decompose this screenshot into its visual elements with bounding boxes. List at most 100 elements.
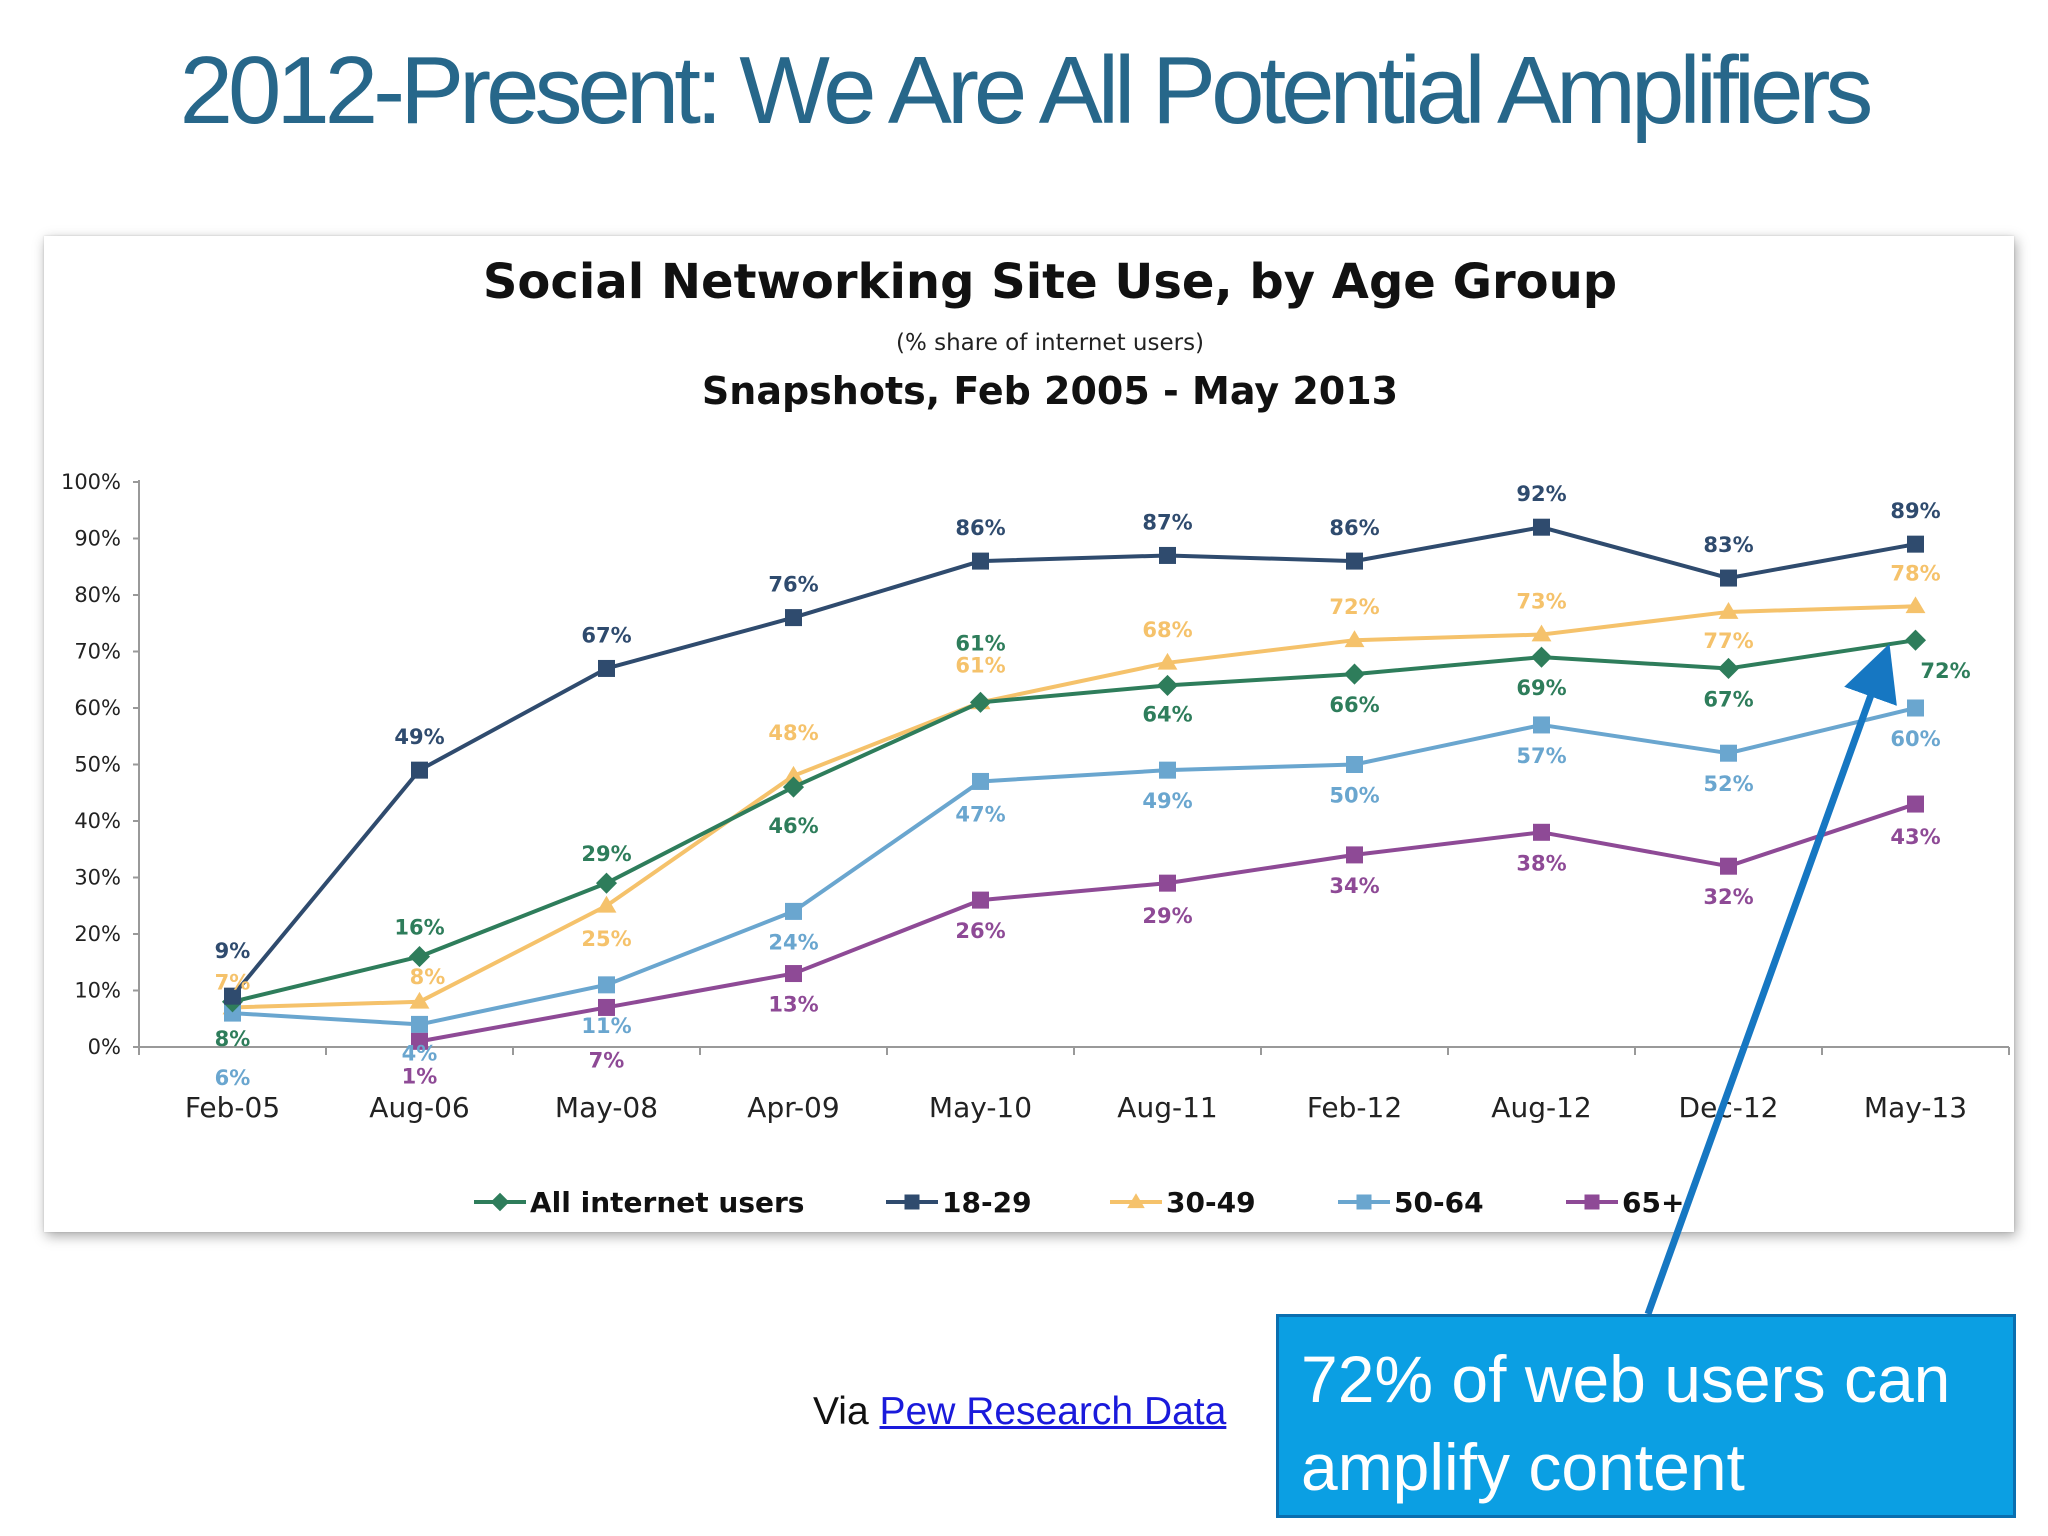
data-label: 57%	[1516, 744, 1566, 768]
data-label: 78%	[1890, 561, 1940, 585]
data-point	[1159, 761, 1176, 779]
data-point	[1720, 744, 1737, 762]
data-label: 67%	[581, 623, 631, 647]
data-point	[1346, 756, 1363, 773]
data-label: 8%	[215, 1027, 251, 1051]
y-tick-label: 70%	[74, 640, 121, 664]
data-label: 1%	[402, 1064, 438, 1088]
series-30-49	[222, 596, 1926, 1015]
x-tick-label: Dec-12	[1679, 1091, 1779, 1124]
data-label: 32%	[1703, 885, 1753, 909]
series-all-internet-users	[221, 629, 1927, 1013]
data-label: 49%	[1142, 789, 1192, 813]
series-18-29	[224, 518, 1924, 1005]
legend-label: 65+	[1622, 1186, 1684, 1219]
data-label: 24%	[768, 930, 818, 954]
data-label: 60%	[1890, 727, 1940, 751]
data-label: 89%	[1890, 499, 1940, 523]
y-tick-label: 50%	[74, 753, 121, 777]
data-label: 7%	[589, 1048, 625, 1072]
legend: All internet users 18-29 30-49 50-64 65+	[474, 1186, 1684, 1219]
series-line	[232, 706, 1916, 1027]
data-label: 48%	[768, 721, 818, 745]
data-point	[411, 761, 428, 779]
series-50-64	[224, 699, 1924, 1033]
x-tick-label: May-08	[555, 1091, 658, 1124]
data-point	[1720, 569, 1737, 587]
data-point	[783, 765, 804, 783]
data-point	[1533, 518, 1550, 536]
data-point	[1905, 596, 1926, 614]
data-labels: 8% 16% 29% 46% 61% 64% 66% 69% 67% 72% 9% 49% 67% 76%…	[215, 482, 1971, 1090]
data-label: 29%	[581, 842, 631, 866]
series-line	[232, 604, 1916, 1010]
data-point	[1344, 630, 1365, 648]
source-link[interactable]: Pew Research Data	[879, 1390, 1227, 1433]
data-point	[785, 965, 802, 983]
legend-marker	[490, 1192, 510, 1212]
y-tick-label: 100%	[61, 470, 121, 494]
data-point	[1530, 646, 1553, 668]
data-point	[1156, 674, 1179, 696]
series-layer	[221, 518, 1927, 1050]
data-point	[1717, 657, 1740, 679]
y-tick-label: 40%	[74, 809, 121, 833]
data-point	[1533, 823, 1550, 841]
data-label: 66%	[1329, 693, 1379, 717]
y-tick-label: 10%	[74, 979, 121, 1003]
legend-label: 30-49	[1166, 1186, 1256, 1219]
legend-item: 30-49	[1110, 1186, 1256, 1219]
data-point	[972, 891, 989, 909]
data-point	[1907, 699, 1924, 717]
source-prefix: Via	[813, 1390, 880, 1433]
data-point	[598, 976, 615, 994]
data-label: 86%	[1329, 516, 1379, 540]
x-tick-label: Feb-12	[1307, 1091, 1402, 1124]
line-chart: Social Networking Site Use, by Age Group…	[61, 254, 2010, 1219]
axes: 0% 10% 20% 30% 40% 50% 60% 70% 80% 90% 100% Feb-05 A…	[61, 470, 2010, 1124]
data-label: 29%	[1142, 904, 1192, 928]
data-point	[595, 872, 618, 894]
legend-item: 65+	[1566, 1186, 1684, 1219]
data-label: 73%	[1516, 590, 1566, 614]
data-point	[1346, 846, 1363, 864]
data-point	[969, 691, 992, 713]
data-label: 38%	[1516, 851, 1566, 875]
series-line	[230, 525, 1916, 998]
data-label: 9%	[215, 939, 251, 963]
data-label: 47%	[955, 802, 1005, 826]
data-label: 72%	[1329, 595, 1379, 619]
data-label: 8%	[410, 965, 446, 989]
data-point	[785, 902, 802, 920]
legend-marker	[1356, 1194, 1372, 1210]
series-line	[232, 638, 1916, 1004]
x-tick-label: Aug-06	[369, 1091, 469, 1124]
data-label: 7%	[215, 970, 251, 994]
data-point	[1159, 874, 1176, 892]
x-tick-label: May-10	[929, 1091, 1032, 1124]
data-label: 46%	[768, 814, 818, 838]
slide-title: 2012-Present: We Are All Potential Ampli…	[179, 37, 1874, 144]
data-label: 49%	[394, 725, 444, 749]
x-tick-label: Apr-09	[747, 1091, 839, 1124]
data-point	[785, 609, 802, 627]
y-tick-label: 30%	[74, 866, 121, 890]
data-point	[1720, 857, 1737, 875]
legend-label: 50-64	[1394, 1186, 1484, 1219]
data-label: 4%	[402, 1041, 438, 1065]
legend-marker	[1127, 1193, 1145, 1209]
data-point	[1533, 716, 1550, 734]
x-tick-label: May-13	[1864, 1091, 1967, 1124]
legend-label: All internet users	[530, 1186, 804, 1219]
source-attribution: Via Pew Research Data	[813, 1390, 1226, 1434]
data-label: 50%	[1329, 784, 1379, 808]
x-tick-label: Aug-11	[1117, 1091, 1217, 1124]
y-tick-label: 0%	[88, 1035, 121, 1059]
data-label: 13%	[768, 993, 818, 1017]
data-point	[1159, 546, 1176, 564]
data-label: 34%	[1329, 874, 1379, 898]
data-point	[1718, 602, 1739, 619]
legend-marker	[1584, 1194, 1600, 1210]
data-point	[411, 1032, 428, 1050]
data-label: 68%	[1142, 618, 1192, 642]
